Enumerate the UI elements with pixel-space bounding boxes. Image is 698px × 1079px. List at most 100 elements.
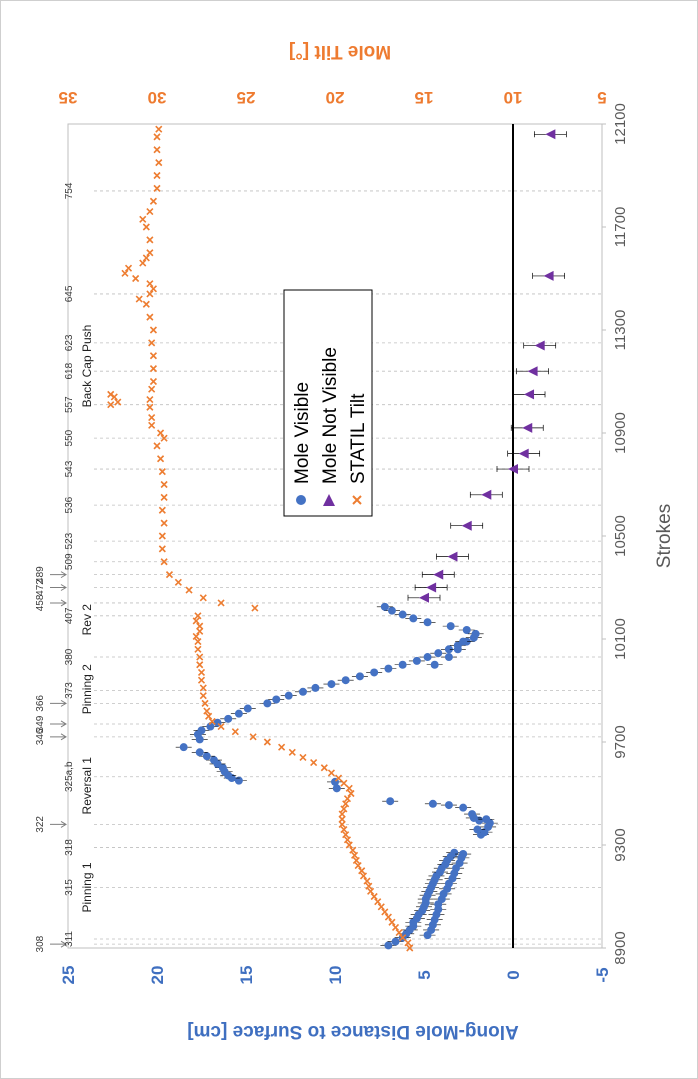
sol-label-6: 346 <box>35 728 46 745</box>
x-tick-label-8: 12100 <box>612 103 629 145</box>
series-0-point-51 <box>459 803 468 812</box>
series-2-point-108 <box>146 207 154 216</box>
y-left-tick-label-3: 10 <box>326 966 345 985</box>
x-tick-label-1: 9300 <box>612 828 629 861</box>
y-right-tick-label-0: 5 <box>597 88 606 107</box>
sol-label-24: 754 <box>64 182 75 199</box>
series-2-point-11 <box>367 887 375 895</box>
x-tick-label-7: 11700 <box>612 207 629 248</box>
series-2-point-110 <box>153 184 161 192</box>
series-0-point-50 <box>468 810 477 819</box>
y-left-axis-title: Along-Mole Distance to Surface [cm] <box>187 1021 519 1042</box>
series-2-point-74 <box>158 468 166 476</box>
sol-label-8: 366 <box>35 695 46 712</box>
series-2-point-106 <box>142 223 150 231</box>
series-2-point-51 <box>197 668 206 677</box>
sol-arrow-0 <box>50 940 67 948</box>
series-2-point-80 <box>148 413 156 422</box>
series-0 <box>175 602 498 950</box>
series-0-point-0 <box>384 941 393 950</box>
series-2-point-16 <box>354 862 362 870</box>
series-2-point-97 <box>149 285 158 293</box>
series-2-point-2 <box>399 934 407 942</box>
series-2-point-115 <box>155 125 163 133</box>
series-1-point-7 <box>518 448 529 459</box>
series-2-point-33 <box>334 774 343 782</box>
series-2-point-92 <box>149 326 158 334</box>
series-2-point-42 <box>231 728 239 736</box>
sol-label-22: 623 <box>64 334 75 351</box>
series-2-point-75 <box>156 455 165 463</box>
series-2-point-13 <box>363 877 371 885</box>
series-2-point-49 <box>199 684 207 692</box>
series-2-point-86 <box>107 390 115 398</box>
series-2-point-5 <box>388 918 396 926</box>
series-1-point-13 <box>545 129 556 140</box>
series-1-point-5 <box>481 489 492 500</box>
series-0-point-69 <box>197 726 206 735</box>
series-2-point-66 <box>165 571 174 579</box>
series-0-point-82 <box>355 672 364 681</box>
series-2-point-62 <box>217 599 225 607</box>
series-2-point-21 <box>343 836 352 844</box>
series-2-point-58 <box>196 622 204 630</box>
series-2-point-64 <box>185 586 193 594</box>
series-2-point-9 <box>374 898 382 906</box>
series-2-point-56 <box>192 632 200 640</box>
sol-arrow-4 <box>50 820 67 828</box>
series-2-point-34 <box>327 769 336 777</box>
series-2-point-22 <box>342 831 350 839</box>
series-2-point-96 <box>146 290 154 298</box>
sol-label-18: 543 <box>64 460 75 477</box>
sol-label-0: 308 <box>35 935 46 952</box>
series-2-point-61 <box>251 604 259 612</box>
series-2-point-70 <box>160 519 168 527</box>
series-2-point-53 <box>196 653 204 661</box>
series-2-point-45 <box>205 712 213 720</box>
series-2-point-41 <box>249 733 257 741</box>
sol-label-3: 318 <box>64 839 75 856</box>
sol-label-16: 523 <box>64 532 75 549</box>
series-2-point-1 <box>404 939 412 947</box>
series-2-point-89 <box>149 365 158 373</box>
y-left-tick-label-1: 0 <box>504 970 523 979</box>
x-tick-label-0: 8900 <box>612 931 629 964</box>
series-2-point-77 <box>160 434 168 442</box>
series-2-point-90 <box>149 352 158 360</box>
series-1-point-8 <box>522 422 533 433</box>
series-2-point-111 <box>153 171 161 180</box>
series-0-point-53 <box>428 799 437 808</box>
series-2-point-72 <box>160 493 168 501</box>
series-2-point-12 <box>365 882 373 890</box>
series-0-point-96 <box>423 618 432 627</box>
y-left-tick-label-2: 5 <box>415 970 434 979</box>
sol-arrow-7 <box>50 720 67 728</box>
series-2-point-32 <box>340 779 348 787</box>
series-2-point-76 <box>153 442 161 450</box>
series-2-point-25 <box>338 815 346 823</box>
series-0-point-76 <box>272 695 281 704</box>
sol-arrow-12 <box>50 599 67 607</box>
series-2-point-47 <box>201 699 209 707</box>
series-0-point-79 <box>311 683 320 692</box>
x-tick-label-4: 10500 <box>612 515 629 557</box>
series-2-point-107 <box>139 215 147 223</box>
sol-label-11: 407 <box>64 607 75 624</box>
series-0-point-66 <box>179 743 188 752</box>
sol-arrow-13 <box>50 584 67 591</box>
series-2-point-20 <box>345 841 353 849</box>
series-2-point-67 <box>160 558 168 566</box>
x-tick-label-3: 10100 <box>612 618 629 660</box>
series-2-point-87 <box>148 385 156 393</box>
sol-label-4: 322 <box>35 816 46 833</box>
sol-arrow-6 <box>50 733 67 741</box>
sol-label-10: 380 <box>64 648 75 665</box>
series-2-point-37 <box>299 753 307 762</box>
series-1-point-12 <box>543 270 554 281</box>
series-2-point-31 <box>345 784 353 792</box>
legend-label-1: Mole Not Visible <box>320 347 341 484</box>
sol-label-5: 325a,b <box>64 761 75 792</box>
series-2-point-101 <box>124 264 133 272</box>
sol-label-7: 349 <box>35 715 46 732</box>
sol-label-2: 315 <box>64 879 75 896</box>
